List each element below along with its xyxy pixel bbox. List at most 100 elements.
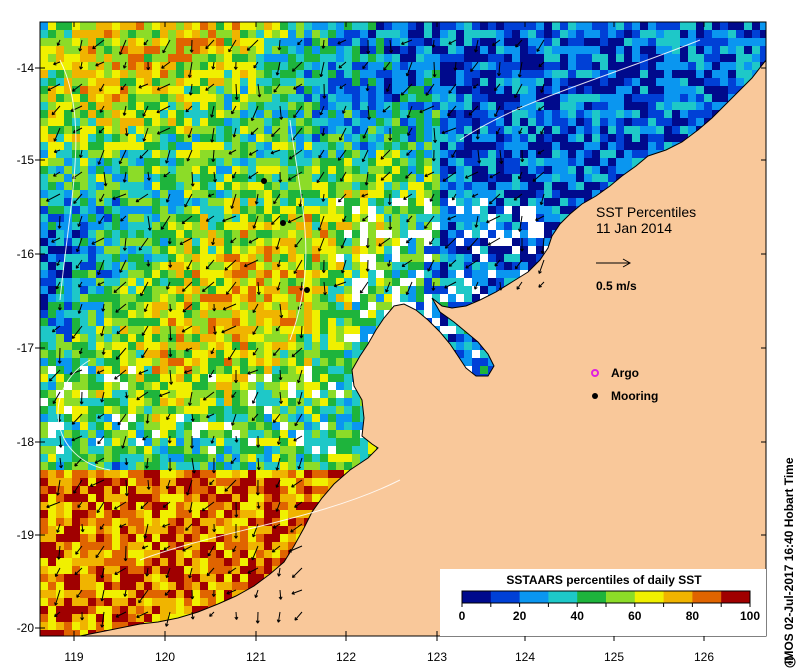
sst-cell (248, 54, 256, 62)
sst-cell (248, 230, 256, 238)
sst-cell (384, 246, 392, 254)
sst-cell (200, 334, 208, 342)
sst-cell (224, 358, 232, 366)
sst-cell (184, 102, 192, 110)
sst-cell (184, 406, 192, 414)
sst-cell (160, 238, 168, 246)
sst-cell (64, 262, 72, 270)
sst-cell (312, 22, 320, 30)
sst-cell (224, 382, 232, 390)
sst-cell (48, 46, 56, 54)
sst-cell (200, 446, 208, 454)
sst-cell (336, 30, 344, 38)
sst-cell (192, 398, 200, 406)
sst-cell (56, 110, 64, 118)
sst-cell (432, 54, 440, 62)
sst-cell (128, 302, 136, 310)
sst-cell (80, 38, 88, 46)
sst-cell (344, 326, 352, 334)
sst-cell (112, 190, 120, 198)
sst-cell (696, 22, 704, 30)
sst-cell (144, 206, 152, 214)
sst-cell (448, 222, 456, 230)
sst-cell (64, 62, 72, 70)
sst-cell (256, 246, 264, 254)
sst-cell (440, 54, 448, 62)
sst-cell (200, 278, 208, 286)
sst-cell (472, 294, 480, 302)
sst-cell (312, 374, 320, 382)
sst-cell (256, 238, 264, 246)
sst-cell (616, 30, 624, 38)
sst-cell (376, 222, 384, 230)
sst-cell (88, 38, 96, 46)
sst-cell (88, 350, 96, 358)
sst-cell (584, 110, 592, 118)
sst-cell (152, 102, 160, 110)
sst-cell (264, 222, 272, 230)
sst-cell (176, 406, 184, 414)
sst-cell (168, 142, 176, 150)
sst-cell (280, 254, 288, 262)
sst-cell (288, 118, 296, 126)
sst-cell (104, 54, 112, 62)
sst-cell (96, 22, 104, 30)
sst-cell (72, 198, 80, 206)
sst-cell (368, 198, 376, 206)
sst-cell (712, 102, 720, 110)
sst-cell (256, 342, 264, 350)
sst-cell (632, 158, 640, 166)
sst-cell (200, 46, 208, 54)
sst-cell (336, 222, 344, 230)
sst-cell (416, 62, 424, 70)
sst-cell (544, 102, 552, 110)
sst-cell (120, 38, 128, 46)
sst-cell (664, 54, 672, 62)
sst-cell (584, 46, 592, 54)
sst-cell (496, 86, 504, 94)
sst-cell (360, 38, 368, 46)
sst-cell (80, 254, 88, 262)
sst-cell (128, 94, 136, 102)
sst-cell (368, 214, 376, 222)
sst-cell (40, 126, 48, 134)
sst-cell (136, 310, 144, 318)
sst-cell (368, 94, 376, 102)
sst-cell (192, 414, 200, 422)
sst-cell (568, 62, 576, 70)
sst-cell (552, 134, 560, 142)
sst-cell (352, 22, 360, 30)
sst-cell (304, 174, 312, 182)
sst-cell (360, 206, 368, 214)
sst-cell (600, 166, 608, 174)
sst-cell (408, 230, 416, 238)
sst-cell (88, 310, 96, 318)
sst-cell (640, 102, 648, 110)
sst-cell (120, 318, 128, 326)
sst-cell (208, 318, 216, 326)
sst-cell (88, 134, 96, 142)
sst-cell (472, 350, 480, 358)
sst-cell (440, 110, 448, 118)
sst-cell (40, 206, 48, 214)
sst-cell (480, 230, 488, 238)
sst-cell (616, 134, 624, 142)
sst-cell (336, 230, 344, 238)
sst-cell (80, 166, 88, 174)
sst-cell (344, 22, 352, 30)
sst-cell (168, 326, 176, 334)
sst-cell (568, 78, 576, 86)
sst-cell (152, 302, 160, 310)
sst-cell (416, 94, 424, 102)
sst-cell (368, 294, 376, 302)
sst-cell (96, 94, 104, 102)
sst-cell (176, 398, 184, 406)
sst-cell (136, 102, 144, 110)
sst-cell (256, 334, 264, 342)
sst-cell (104, 310, 112, 318)
sst-cell (80, 342, 88, 350)
sst-cell (224, 158, 232, 166)
sst-cell (168, 46, 176, 54)
sst-cell (144, 246, 152, 254)
sst-cell (144, 438, 152, 446)
